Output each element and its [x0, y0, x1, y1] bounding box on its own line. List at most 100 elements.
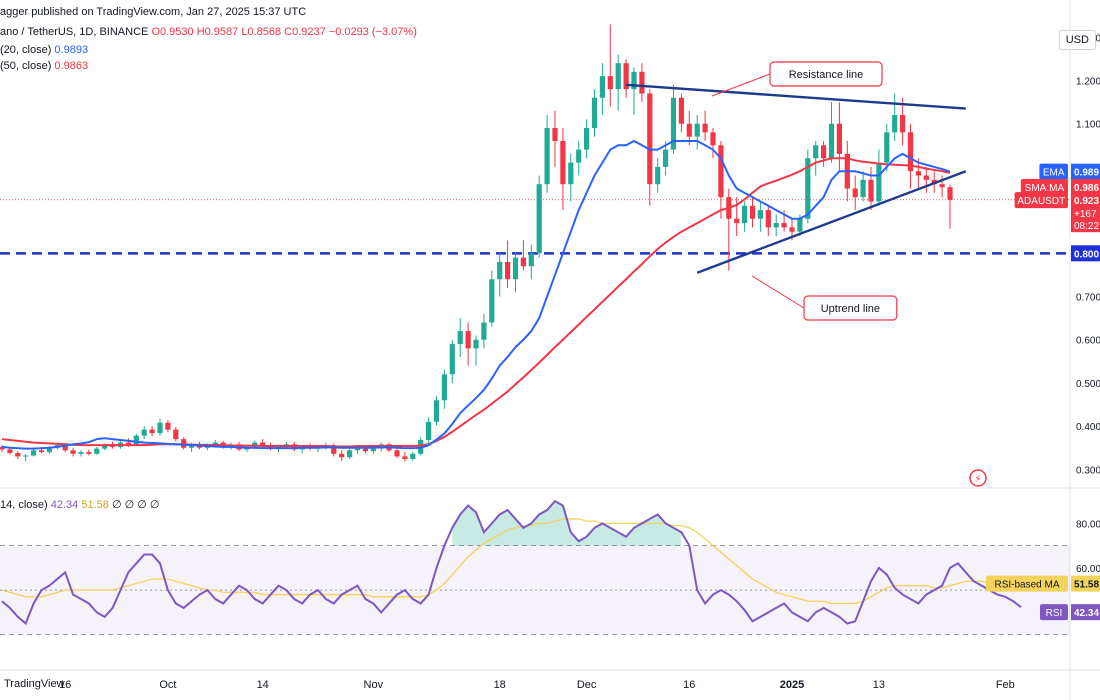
candle-body — [568, 162, 574, 185]
candle-body — [765, 210, 771, 228]
candle-body — [505, 261, 511, 280]
candle-body — [497, 261, 503, 280]
resistance-callout-pointer — [711, 73, 771, 97]
candle-body — [860, 179, 866, 198]
candle-body — [78, 452, 84, 454]
candle-body — [615, 63, 621, 90]
candle-body — [394, 450, 400, 457]
candle-body — [694, 123, 700, 137]
price-tag-value: 0.986 — [1074, 183, 1099, 194]
rsi-legend-value: 42.34 — [50, 499, 79, 511]
rsi-tick-label: 60.00 — [1076, 564, 1100, 575]
candle-body — [125, 442, 131, 445]
candle-body — [639, 71, 645, 94]
candle-body — [702, 123, 708, 133]
rsi-tag-name-bg — [1040, 604, 1068, 621]
candle-body — [773, 223, 779, 228]
candle-body — [354, 448, 361, 451]
currency-button[interactable]: USD — [1058, 30, 1096, 50]
candle-body — [23, 455, 29, 457]
candle-body — [481, 322, 487, 340]
resistance-callout-label: Resistance line — [789, 69, 864, 81]
price-tag-name: SMA:MA — [1025, 183, 1065, 194]
candle-body — [141, 429, 147, 436]
candle-body — [821, 145, 827, 159]
candle-body — [86, 452, 92, 454]
candle-body — [836, 123, 842, 154]
resistance-callout-box — [769, 61, 883, 87]
candle-body — [939, 184, 945, 188]
candle-body — [805, 158, 811, 219]
candle-body — [46, 447, 52, 453]
candle-body — [473, 339, 479, 349]
price-tick-label: 0.3000 — [1076, 465, 1100, 476]
price-tag-countdown: 08:22 — [1074, 221, 1099, 232]
time-tick-label: 16 — [683, 679, 695, 691]
time-tick-label: 2025 — [780, 679, 804, 691]
candle-body — [544, 128, 550, 185]
time-tick-label: Dec — [577, 679, 597, 691]
candle-body — [591, 97, 598, 129]
candle-body — [718, 145, 724, 198]
candle-body — [749, 205, 756, 219]
price-tag-name-bg — [1014, 192, 1068, 209]
candle-body — [62, 445, 68, 451]
candle-body — [362, 448, 368, 452]
candle-body — [576, 149, 582, 163]
candle-body — [449, 344, 455, 375]
candle-body — [260, 442, 266, 446]
candle-body — [489, 279, 495, 323]
rsi-tag-name: RSI-based MA — [994, 580, 1059, 591]
uptrend-callout-box — [803, 295, 898, 321]
candle-body — [781, 223, 787, 228]
candle-body — [552, 128, 558, 141]
price-tag-change: +167 — [1074, 209, 1097, 220]
candle-body — [189, 445, 195, 448]
candle-body — [828, 123, 835, 159]
candle-body — [647, 93, 653, 185]
rsi-legend[interactable]: 14, close) 42.34 51.58 ∅ ∅ ∅ ∅ — [0, 499, 160, 511]
candle-body — [599, 76, 605, 98]
candle-body — [31, 450, 37, 456]
candle-body — [402, 456, 408, 459]
candle-body — [742, 205, 748, 224]
candle-body — [331, 445, 337, 454]
candle-body — [94, 448, 100, 454]
price-tag-value-bg — [1071, 192, 1100, 233]
candle-body — [426, 421, 432, 440]
sma-legend[interactable]: (50, close) 0.9863 — [0, 60, 89, 72]
uptrend-callout-label: Uptrend line — [821, 303, 880, 315]
candle-body — [900, 115, 906, 133]
candle-body — [165, 422, 171, 430]
candle-body — [623, 63, 629, 90]
candle-body — [410, 453, 416, 459]
candle-body — [686, 123, 692, 137]
rsi-tag-value: 51.58 — [1074, 580, 1099, 591]
candle-body — [923, 175, 929, 180]
price-tag-value: 0.923 — [1074, 196, 1099, 207]
candle-body — [710, 132, 716, 146]
ema-legend[interactable]: (20, close) 0.9893 — [0, 44, 89, 56]
price-tag-value-bg — [1071, 178, 1100, 195]
time-tick-label: Feb — [996, 679, 1015, 691]
candle-body — [15, 452, 21, 457]
candle-body — [212, 442, 218, 446]
candle-body — [892, 115, 898, 133]
candle-body — [947, 187, 953, 200]
uptrend-trendline — [696, 170, 967, 274]
price-tag-name: EMA — [1043, 168, 1065, 179]
tradingview-watermark: TradingView — [4, 678, 65, 690]
candle-body — [7, 449, 13, 453]
candle-body — [884, 132, 890, 163]
candle-body — [915, 171, 921, 176]
candle-body — [789, 227, 795, 232]
resistance-trendline — [626, 83, 966, 110]
candle-body — [876, 162, 882, 202]
price-tag-name-bg — [1039, 163, 1068, 180]
candle-body — [465, 331, 471, 349]
symbol-name: ano / TetherUS, 1D, BINANCE — [0, 26, 149, 38]
price-tag-name-bg — [1020, 178, 1068, 195]
